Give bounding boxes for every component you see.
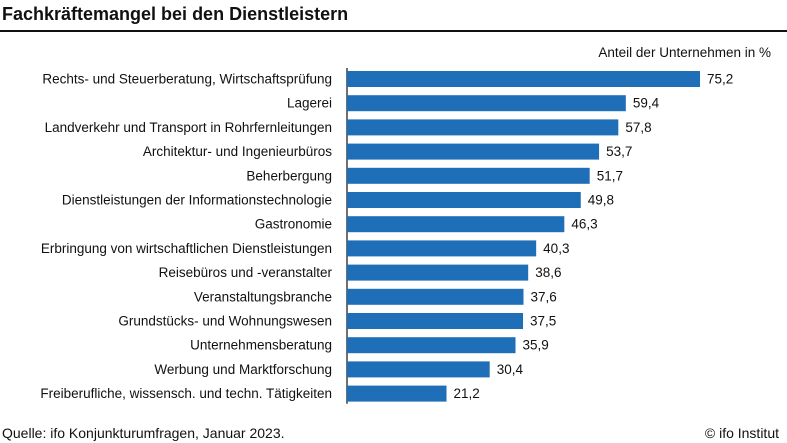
category-label: Rechts- und Steuerberatung, Wirtschaftsp… — [42, 72, 332, 87]
value-label: 46,3 — [571, 217, 597, 232]
value-label: 59,4 — [633, 96, 660, 111]
value-label: 53,7 — [606, 144, 632, 159]
category-label: Beherbergung — [246, 168, 332, 183]
bar — [347, 119, 619, 136]
category-label: Landverkehr und Transport in Rohrfernlei… — [45, 120, 332, 135]
unit-label: Anteil der Unternehmen in % — [598, 45, 771, 60]
value-label: 37,5 — [530, 314, 556, 329]
value-label: 51,7 — [597, 168, 623, 183]
bar — [347, 71, 700, 87]
category-label: Architektur- und Ingenieurbüros — [143, 144, 332, 159]
category-label: Lagerei — [287, 96, 332, 111]
bar — [347, 264, 529, 281]
category-label: Unternehmensberatung — [190, 338, 332, 353]
bar — [347, 288, 524, 305]
category-label: Reisebüros und -veranstalter — [159, 265, 333, 280]
category-label: Gastronomie — [255, 217, 332, 232]
category-label: Dienstleistungen der Informationstechnol… — [62, 193, 332, 208]
title-rule — [0, 30, 787, 32]
category-label: Werbung und Marktforschung — [154, 362, 332, 377]
category-label: Grundstücks- und Wohnungswesen — [118, 314, 332, 329]
value-label: 30,4 — [497, 362, 524, 377]
category-label: Veranstaltungsbranche — [194, 289, 332, 304]
bar — [347, 167, 590, 184]
bar — [347, 240, 537, 257]
value-label: 38,6 — [535, 265, 561, 280]
value-label: 57,8 — [625, 120, 651, 135]
bar — [347, 95, 626, 112]
bar — [347, 143, 600, 160]
bar — [347, 361, 490, 378]
bar — [347, 216, 565, 233]
source-note: Quelle: ifo Konjunkturumfragen, Januar 2… — [2, 425, 285, 441]
bar-chart: Rechts- und Steuerberatung, Wirtschaftsp… — [40, 68, 733, 404]
bar — [347, 313, 524, 329]
chart-title: Fachkräftemangel bei den Dienstleistern — [2, 4, 349, 24]
value-label: 40,3 — [543, 241, 569, 256]
category-label: Erbringung von wirtschaftlichen Dienstle… — [41, 241, 332, 256]
bar — [347, 192, 581, 208]
copyright-credit: © ifo Institut — [704, 425, 779, 441]
bar — [347, 337, 516, 354]
value-label: 37,6 — [531, 289, 557, 304]
value-label: 49,8 — [588, 193, 614, 208]
category-label: Freiberufliche, wissensch. und techn. Tä… — [40, 386, 332, 401]
value-label: 35,9 — [523, 338, 549, 353]
value-label: 21,2 — [454, 386, 480, 401]
bar — [347, 385, 447, 402]
value-label: 75,2 — [707, 72, 733, 87]
